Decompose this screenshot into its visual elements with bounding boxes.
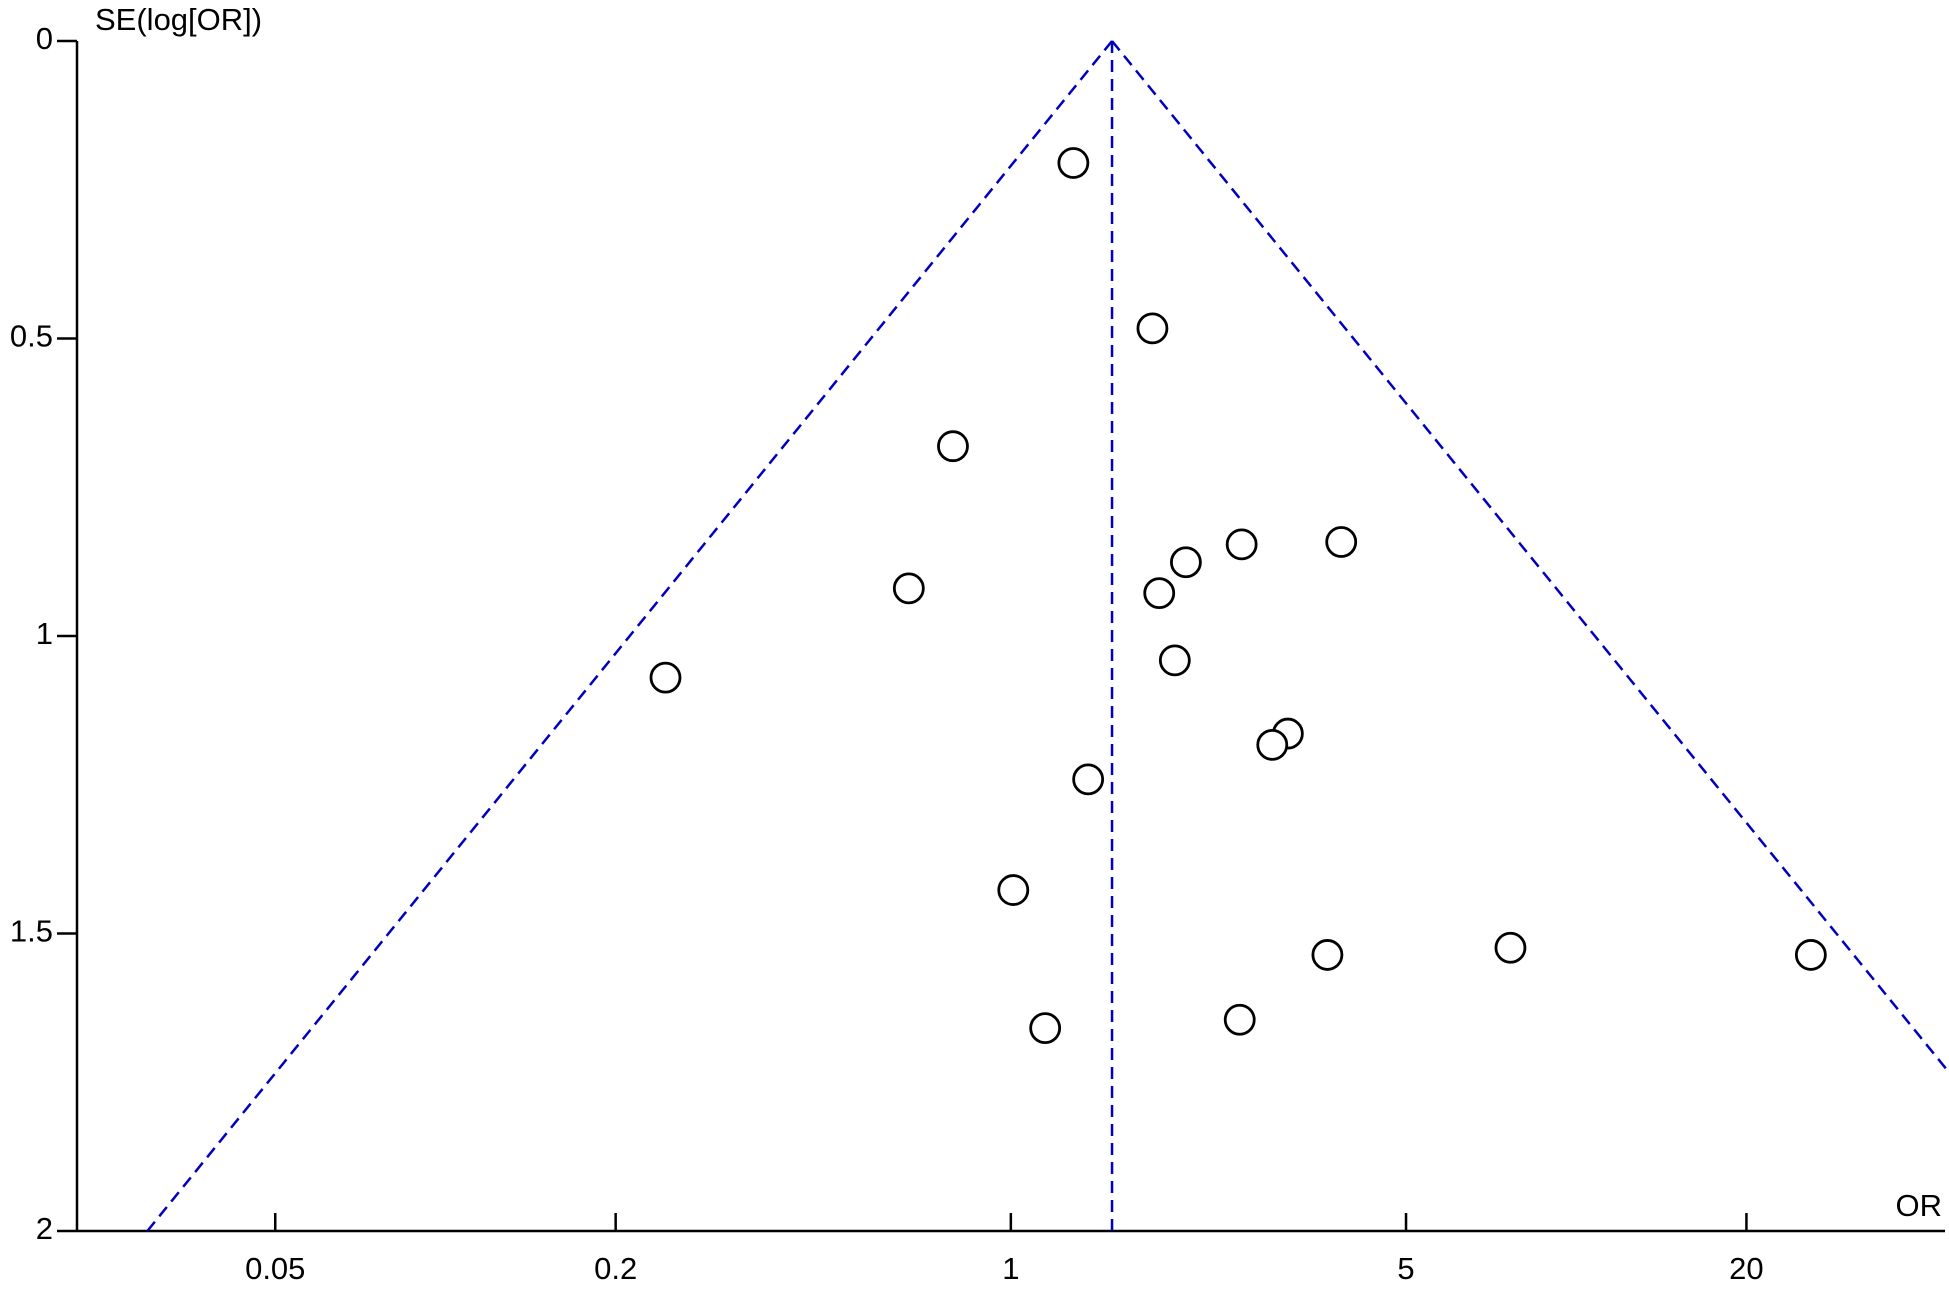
study-point: [1136, 312, 1169, 345]
y-tick-label: 0: [36, 21, 53, 56]
study-point: [649, 661, 682, 694]
funnel-line: [146, 40, 1114, 1232]
y-tick-label: 1.5: [10, 914, 53, 949]
study-point: [1170, 546, 1202, 579]
x-tick-label: 5: [1397, 1251, 1414, 1286]
study-point: [1143, 577, 1176, 610]
y-axis-label: SE(log[OR]): [95, 2, 262, 37]
x-tick-label: 20: [1729, 1251, 1763, 1286]
study-point: [997, 874, 1030, 906]
x-tick-label: 1: [1002, 1251, 1019, 1286]
study-point: [1311, 939, 1344, 971]
study-point: [1794, 939, 1827, 971]
study-point: [1494, 931, 1527, 964]
study-point: [1223, 1003, 1256, 1036]
study-point: [1029, 1012, 1062, 1045]
study-point: [1057, 147, 1090, 179]
funnel-lines: [146, 40, 1947, 1232]
x-tick-label: 0.2: [594, 1251, 637, 1286]
y-tick-label: 2: [36, 1211, 53, 1246]
study-point: [1225, 528, 1258, 561]
study-point: [1072, 763, 1105, 796]
y-tick-label: 0.5: [10, 319, 53, 354]
y-tick-label: 1: [36, 616, 53, 651]
study-point: [892, 572, 925, 605]
x-tick-label: 0.05: [245, 1251, 305, 1286]
study-point: [1158, 644, 1191, 677]
study-point: [937, 430, 969, 463]
study-point: [1256, 728, 1289, 761]
x-axis-label: OR: [1896, 1188, 1943, 1223]
funnel-line: [1111, 40, 1947, 1072]
study-point: [1325, 526, 1358, 558]
